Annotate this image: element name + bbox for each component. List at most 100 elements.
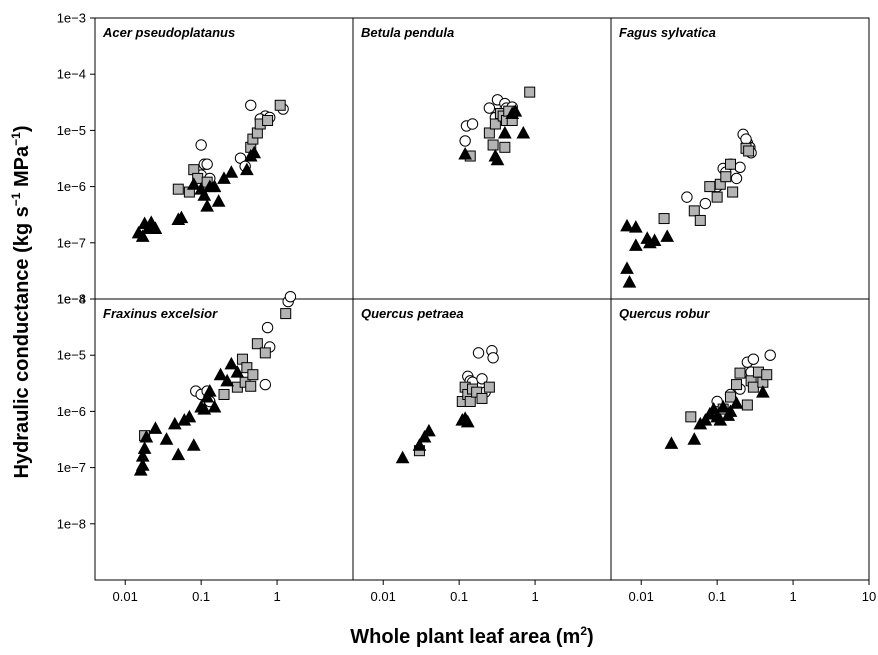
panel-4: Quercus petraea — [352, 298, 612, 581]
panel-title: Fraxinus excelsior — [103, 306, 218, 321]
y-tick-label: 1e−7 — [57, 235, 86, 250]
data-point-triangle — [687, 432, 702, 445]
y-tick-label: 1e−7 — [57, 460, 86, 475]
x-tick-label: 0.01 — [371, 589, 396, 604]
x-tick-label: 0.01 — [113, 589, 138, 604]
data-point-circle — [284, 290, 297, 303]
data-point-square — [274, 99, 286, 111]
data-point-square — [685, 411, 697, 423]
data-point-triangle — [508, 104, 523, 117]
data-point-triangle — [207, 399, 222, 413]
data-point-triangle — [224, 165, 239, 178]
data-point-circle — [487, 352, 499, 364]
data-point-triangle — [647, 233, 662, 246]
data-point-circle — [734, 161, 746, 174]
data-point-triangle — [224, 356, 239, 370]
data-point-triangle — [202, 384, 217, 397]
data-point-triangle — [620, 261, 634, 274]
data-point-triangle — [490, 152, 505, 166]
panel-0: Acer pseudoplatanus — [94, 17, 354, 300]
data-point-triangle — [186, 438, 201, 451]
y-tick-label: 1e−3 — [57, 11, 86, 26]
data-point-triangle — [220, 373, 234, 387]
data-point-triangle — [240, 162, 254, 176]
x-tick-label: 0.1 — [450, 589, 468, 604]
x-tick-label: 0.01 — [629, 589, 654, 604]
data-point-square — [688, 205, 700, 217]
data-point-square — [489, 118, 501, 130]
panel-1: Betula pendula — [352, 17, 612, 300]
data-point-triangle — [182, 409, 197, 423]
data-point-triangle — [243, 148, 258, 162]
data-point-triangle — [135, 449, 150, 462]
data-point-square — [727, 186, 739, 198]
data-point-square — [761, 369, 773, 381]
data-point-square — [499, 141, 511, 153]
data-point-square — [725, 391, 737, 403]
data-point-triangle — [213, 367, 228, 381]
data-point-square — [725, 158, 737, 170]
data-point-triangle — [148, 221, 163, 234]
data-point-triangle — [664, 436, 679, 449]
data-point-square — [747, 381, 759, 393]
data-point-square — [704, 181, 716, 193]
panel-title: Quercus petraea — [361, 306, 464, 321]
data-point-square — [731, 379, 743, 391]
data-point-triangle — [756, 385, 770, 398]
y-tick-label: 1e−8 — [57, 292, 86, 307]
panel-frame — [94, 298, 354, 581]
panel-frame — [352, 298, 612, 581]
data-point-triangle — [174, 210, 189, 224]
data-point-triangle — [230, 365, 245, 378]
x-tick-label: 0.1 — [708, 589, 726, 604]
panel-title: Betula pendula — [361, 25, 454, 40]
y-axis-title: Hydraulic conductance (kg s−1 MPa−1) — [9, 125, 33, 478]
data-point-triangle — [458, 146, 472, 160]
data-point-triangle — [135, 229, 150, 242]
data-point-triangle — [716, 399, 730, 413]
data-point-triangle — [137, 441, 152, 454]
data-point-triangle — [698, 413, 713, 426]
data-point-triangle — [629, 238, 643, 251]
data-point-square — [172, 183, 184, 195]
panel-3: Fraxinus excelsior — [94, 290, 354, 581]
y-tick-label: 1e−5 — [57, 123, 86, 138]
data-point-triangle — [629, 220, 643, 233]
data-point-triangle — [217, 171, 231, 184]
data-point-square — [720, 171, 732, 183]
data-point-triangle — [207, 179, 222, 193]
data-point-circle — [483, 102, 496, 114]
data-point-triangle — [729, 396, 744, 409]
data-point-square — [714, 178, 726, 190]
data-point-circle — [201, 158, 213, 170]
panel-frame — [610, 17, 870, 300]
data-point-square — [711, 191, 723, 203]
labels-layer: 1e−31e−41e−51e−61e−71e−81e−41e−51e−61e−7… — [57, 11, 877, 605]
data-point-triangle — [460, 414, 475, 428]
panel-frame — [610, 298, 870, 581]
data-point-circle — [681, 191, 693, 203]
x-tick-label: 1 — [531, 589, 538, 604]
data-point-triangle — [395, 450, 410, 464]
data-point-square — [280, 308, 292, 320]
data-point-triangle — [412, 438, 427, 451]
data-point-circle — [730, 172, 743, 185]
data-point-square — [741, 399, 753, 411]
data-point-triangle — [200, 199, 214, 212]
ticks-layer — [90, 17, 870, 585]
data-point-triangle — [498, 125, 512, 139]
panel-2: Fagus sylvatica — [610, 17, 870, 300]
data-point-triangle — [422, 423, 436, 437]
data-point-triangle — [622, 275, 637, 288]
data-point-triangle — [620, 218, 634, 232]
y-tick-label: 1e−5 — [57, 348, 86, 363]
y-tick-label: 1e−4 — [57, 67, 86, 82]
data-point-square — [262, 115, 274, 127]
x-tick-label: 1 — [789, 589, 796, 604]
data-point-circle — [740, 133, 752, 145]
data-point-circle — [764, 349, 776, 361]
data-point-circle — [466, 118, 479, 130]
y-tick-label: 1e−8 — [57, 516, 86, 531]
data-point-square — [694, 214, 706, 226]
